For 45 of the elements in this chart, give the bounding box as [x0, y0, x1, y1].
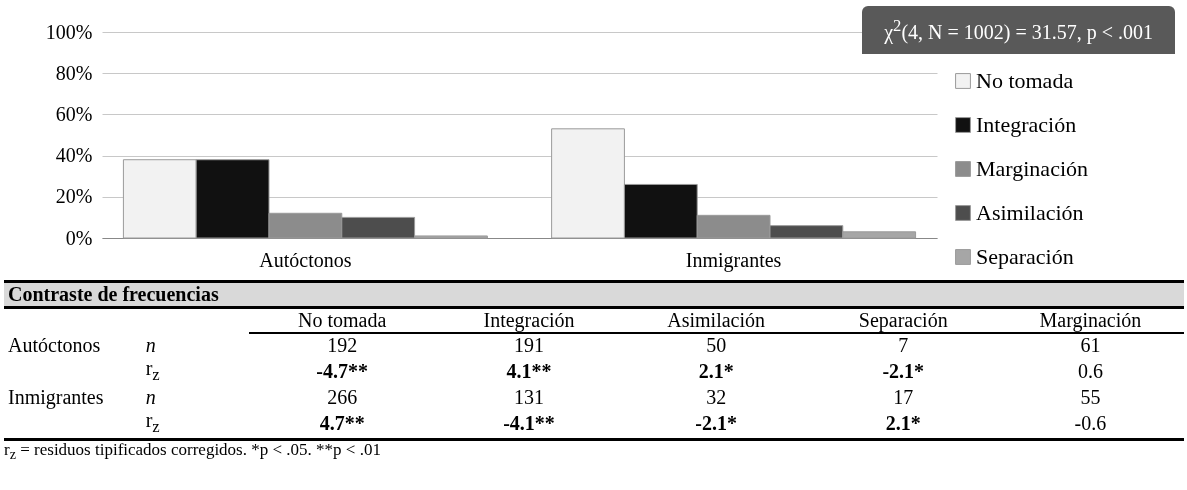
y-tick-label: 0%: [65, 226, 93, 249]
text: n: [144, 386, 157, 409]
y-tick-label: 80%: [55, 61, 93, 84]
text: 4.7**: [248, 409, 436, 440]
text: 4.1**: [505, 359, 553, 384]
text: 192: [326, 333, 359, 357]
y-tick-label: 20%: [55, 185, 93, 208]
text: 50: [705, 333, 728, 357]
text: 131: [513, 386, 546, 409]
text: -2.1*: [622, 409, 810, 440]
legend-label: Asimilación: [976, 200, 1084, 225]
text: Integración: [435, 307, 623, 333]
text: 0.6: [1076, 359, 1104, 384]
text: 2.1*: [809, 409, 997, 440]
text: 7: [897, 333, 910, 357]
text: -4.1**: [435, 409, 623, 440]
text: Inmigrantes: [7, 386, 105, 409]
text: Contraste de frecuencias: [4, 281, 1184, 308]
text: n: [144, 333, 157, 357]
legend-label: Marginación: [976, 156, 1089, 181]
text: 32: [705, 386, 728, 409]
text: 55: [1079, 386, 1102, 409]
y-tick-label: 100%: [45, 20, 93, 43]
text: r$_{z}$ = residuos tipificados corregidos. *p < .05. **p < .01: [4, 440, 382, 464]
text: 191: [513, 333, 546, 357]
text: 17: [892, 386, 915, 409]
text: -0.6: [996, 409, 1184, 440]
text: Separación: [809, 307, 997, 333]
text: Marginación: [996, 307, 1184, 333]
y-tick-label: 60%: [55, 102, 93, 125]
text: 2.1*: [697, 359, 735, 384]
text: Asimilación: [622, 307, 810, 333]
legend-label: No tomada: [976, 68, 1074, 93]
text: 61: [1079, 333, 1102, 357]
text: -4.7**: [315, 359, 369, 384]
annotation: χ$^{2}$(4, N = 1002) = 31.57, p < .001: [862, 6, 1175, 54]
text: r$_{z}$: [141, 409, 249, 440]
text: r$_{z}$: [144, 357, 161, 386]
legend-label: Separación: [976, 244, 1074, 269]
text: Autóctonos: [7, 333, 102, 357]
legend-label: Integración: [976, 112, 1077, 137]
text: 266: [326, 386, 359, 409]
text: -2.1*: [881, 359, 926, 384]
y-tick-label: 40%: [55, 144, 93, 167]
text: No tomada: [248, 307, 436, 333]
